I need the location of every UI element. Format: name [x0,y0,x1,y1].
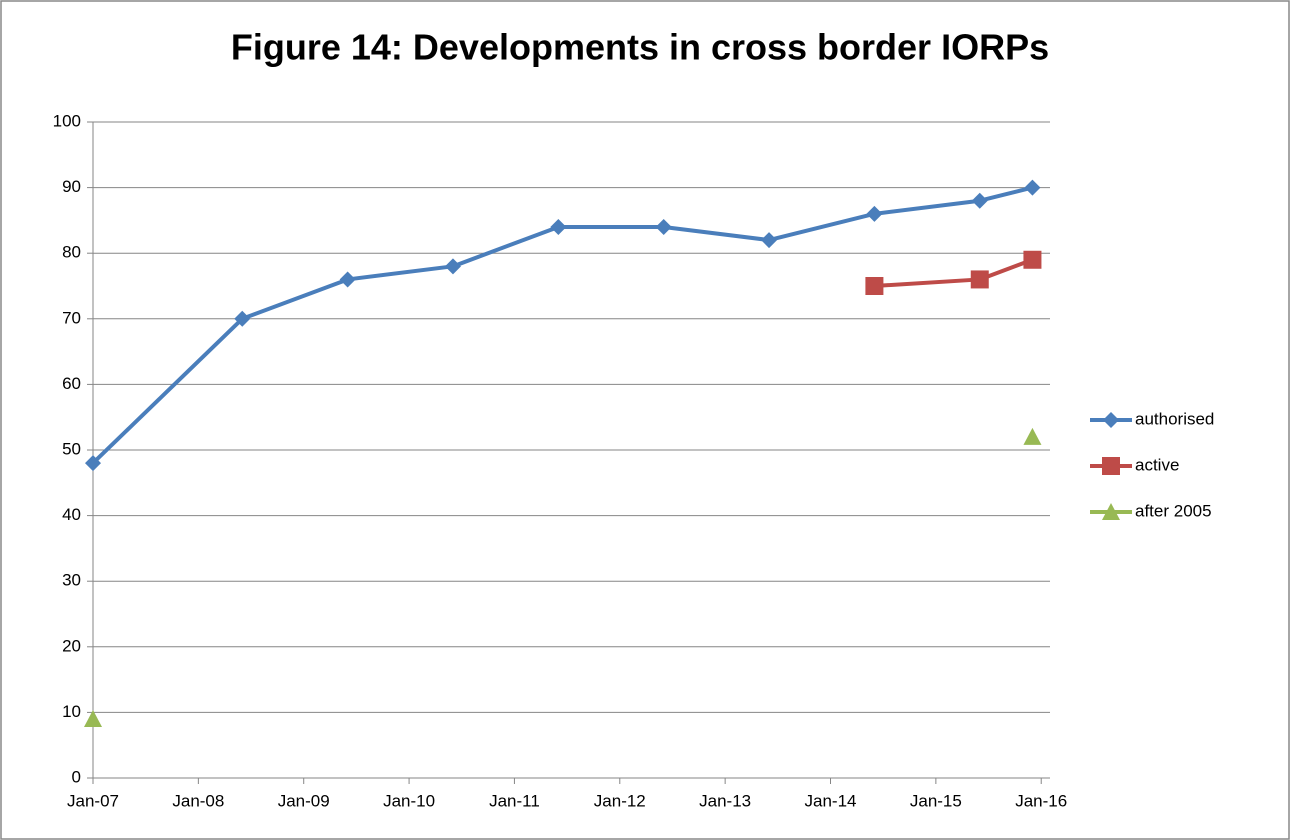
x-tick-label: Jan-09 [278,791,330,810]
data-point [85,455,101,472]
data-point [1024,179,1041,196]
data-point [866,205,883,222]
legend-label: after 2005 [1135,501,1212,520]
data-point [970,270,989,289]
data-point [971,192,988,209]
chart-title: Figure 14: Developments in cross border … [231,27,1049,68]
y-tick-label: 0 [72,767,81,786]
legend-marker [1102,457,1120,475]
data-point [444,258,461,275]
y-tick-label: 30 [62,571,81,590]
data-point [1023,250,1042,269]
series-line [91,185,1033,465]
data-point [1023,427,1042,445]
data-point [865,277,884,295]
data-point [234,310,251,327]
x-tick-label: Jan-15 [910,791,962,810]
y-tick-label: 20 [62,636,81,655]
x-tick-label: Jan-07 [67,791,119,810]
legend-label: active [1135,455,1179,474]
y-tick-label: 100 [53,111,81,130]
x-tick-label: Jan-16 [1015,791,1067,810]
data-point [84,709,102,727]
y-tick-label: 50 [62,439,81,458]
legend-label: authorised [1135,409,1214,428]
y-tick-label: 40 [62,505,81,524]
x-tick-label: Jan-08 [172,791,224,810]
x-tick-label: Jan-11 [489,791,540,810]
y-tick-label: 60 [62,374,81,393]
data-point [761,232,778,249]
x-tick-label: Jan-10 [383,791,435,810]
y-tick-label: 10 [62,702,81,721]
data-point [550,218,567,235]
y-tick-label: 80 [62,243,81,262]
data-point [655,218,672,235]
data-point [339,271,356,288]
y-tick-label: 90 [62,177,81,196]
legend-marker [1102,503,1120,520]
x-tick-label: Jan-13 [699,791,751,810]
x-tick-label: Jan-12 [594,791,646,810]
legend-marker [1103,412,1119,428]
x-tick-label: Jan-14 [805,791,857,810]
y-tick-label: 70 [62,308,81,327]
